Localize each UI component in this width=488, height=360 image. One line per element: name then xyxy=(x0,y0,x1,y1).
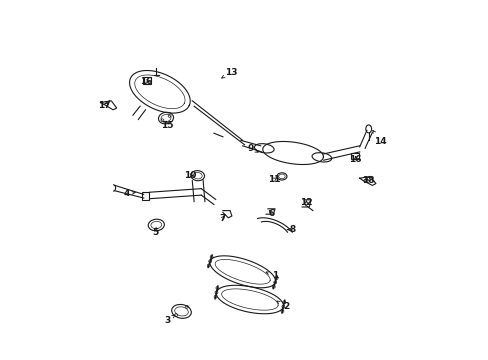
Text: 3: 3 xyxy=(163,315,175,325)
Bar xyxy=(141,192,149,200)
Text: 13: 13 xyxy=(222,68,237,78)
Text: 11: 11 xyxy=(267,175,280,184)
Text: 15: 15 xyxy=(161,121,173,130)
Text: 16: 16 xyxy=(348,155,361,163)
Text: 12: 12 xyxy=(300,198,312,207)
Text: 18: 18 xyxy=(361,176,373,185)
Text: 8: 8 xyxy=(286,225,296,234)
Bar xyxy=(142,77,151,84)
Text: 17: 17 xyxy=(98,101,111,110)
Text: 4: 4 xyxy=(123,189,135,198)
Text: 14: 14 xyxy=(372,130,386,146)
Text: 2: 2 xyxy=(276,301,288,311)
Text: 6: 6 xyxy=(268,209,274,217)
Text: 16: 16 xyxy=(140,77,153,86)
Text: 1: 1 xyxy=(265,271,278,280)
Bar xyxy=(351,153,359,159)
Text: 7: 7 xyxy=(219,215,225,223)
Text: 5: 5 xyxy=(152,228,159,237)
Text: 9: 9 xyxy=(247,144,258,153)
Text: 10: 10 xyxy=(183,171,196,180)
